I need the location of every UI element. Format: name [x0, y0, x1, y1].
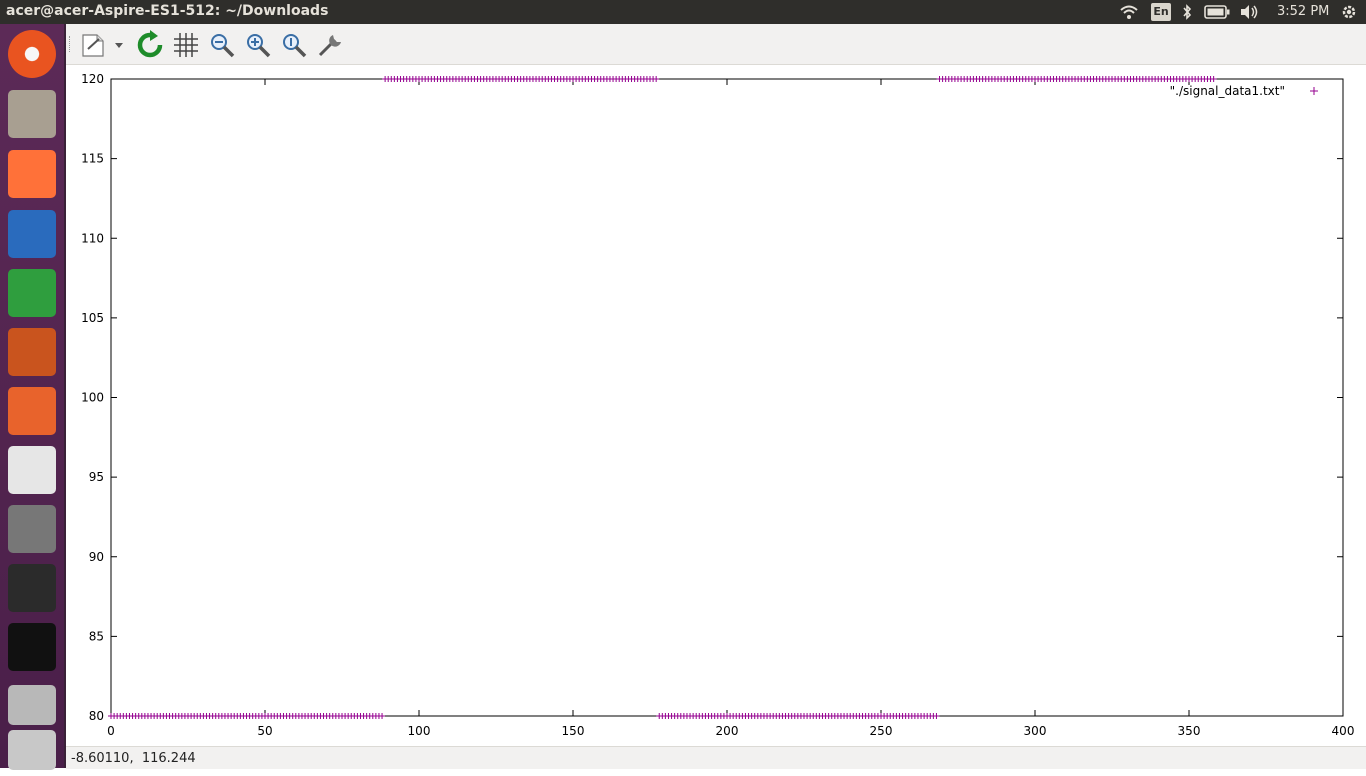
settings-wrench-icon[interactable] [315, 30, 345, 60]
data-point [933, 713, 940, 719]
x-tick-label: 100 [408, 724, 431, 738]
legend-marker [1310, 87, 1318, 95]
zoom-out-icon[interactable] [207, 30, 237, 60]
ubuntu-dash-icon[interactable] [6, 28, 58, 80]
x-tick-label: 350 [1178, 724, 1201, 738]
power-gear-icon[interactable] [1339, 0, 1359, 24]
launcher [0, 24, 64, 770]
zoom-reset-icon[interactable] [279, 30, 309, 60]
status-bar: -8.60110, 116.244 [66, 746, 1366, 769]
y-tick-label: 80 [89, 709, 104, 723]
firefox-icon[interactable] [6, 148, 58, 200]
window-title: acer@acer-Aspire-ES1-512: ~/Downloads [6, 3, 329, 19]
software-center-icon[interactable] [6, 385, 58, 437]
volume-icon[interactable] [1238, 0, 1260, 24]
x-tick-label: 300 [1024, 724, 1047, 738]
toolbar-grip [69, 36, 73, 52]
grid-icon[interactable] [171, 30, 201, 60]
y-tick-label: 110 [81, 231, 104, 245]
y-tick-label: 100 [81, 391, 104, 405]
y-tick-label: 85 [89, 629, 104, 643]
keyboard-language-indicator[interactable]: En [1151, 3, 1171, 21]
y-tick-label: 105 [81, 311, 104, 325]
x-tick-label: 0 [107, 724, 115, 738]
disk-drive-icon[interactable] [6, 679, 58, 731]
x-tick-label: 250 [870, 724, 893, 738]
wifi-icon[interactable] [1118, 0, 1140, 24]
libreoffice-impress-icon[interactable] [6, 326, 58, 378]
files-icon[interactable] [6, 88, 58, 140]
battery-icon[interactable] [1203, 0, 1231, 24]
export-dropdown-icon[interactable] [112, 30, 126, 60]
x-tick-label: 150 [562, 724, 585, 738]
data-point [379, 713, 386, 719]
gnuplot-icon[interactable] [6, 621, 58, 673]
libreoffice-calc-icon[interactable] [6, 267, 58, 319]
bluetooth-icon[interactable] [1180, 0, 1194, 24]
plot-border [110, 78, 1344, 717]
cursor-coordinates: -8.60110, 116.244 [71, 751, 196, 766]
terminal-icon[interactable] [6, 562, 58, 614]
y-tick-label: 90 [89, 550, 104, 564]
x-tick-label: 50 [257, 724, 272, 738]
zoom-in-icon[interactable] [243, 30, 273, 60]
replot-icon[interactable] [135, 30, 165, 60]
system-settings-icon[interactable] [6, 503, 58, 555]
gnuplot-toolbar [66, 24, 1366, 65]
top-panel: acer@acer-Aspire-ES1-512: ~/Downloads En… [0, 0, 1366, 24]
x-tick-label: 400 [1332, 724, 1355, 738]
y-tick-label: 115 [81, 152, 104, 166]
clock[interactable]: 3:52 PM [1277, 4, 1330, 19]
y-tick-label: 95 [89, 470, 104, 484]
legend-label: "./signal_data1.txt" [1170, 84, 1285, 98]
plot-area[interactable]: 0 50 100 150 200 250 300 350 400 80 85 90 95 100 105 11… [66, 65, 1366, 746]
amazon-icon[interactable] [6, 444, 58, 496]
dvd-drive-icon[interactable] [6, 724, 58, 776]
plot-canvas[interactable]: 0 50 100 150 200 250 300 350 400 80 85 90 95 100 105 11… [66, 65, 1366, 746]
launcher-edge [64, 24, 66, 768]
libreoffice-writer-icon[interactable] [6, 208, 58, 260]
data-point [653, 76, 660, 82]
y-tick-label: 120 [81, 72, 104, 86]
data-point [1210, 76, 1217, 82]
x-tick-label: 200 [716, 724, 739, 738]
export-icon[interactable] [79, 30, 109, 60]
